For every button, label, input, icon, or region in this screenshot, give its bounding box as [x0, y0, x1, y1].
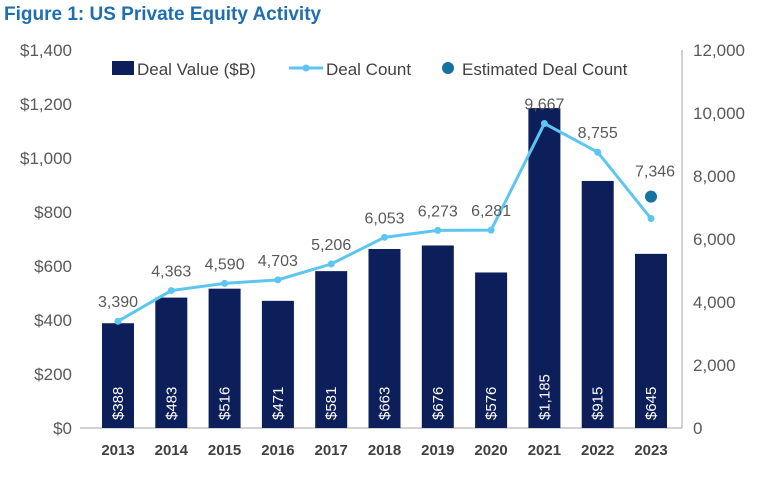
deal-count-point	[274, 276, 282, 284]
bar-deal-value	[421, 245, 454, 428]
right-tick-label: 8,000	[693, 167, 736, 186]
bar-data-label: $581	[323, 387, 340, 420]
right-tick-label: 10,000	[693, 104, 745, 123]
bar-deal-value	[528, 108, 561, 429]
x-tick-label: 2015	[208, 442, 241, 459]
left-tick-label: $1,200	[20, 95, 72, 114]
x-tick-label: 2016	[261, 442, 294, 459]
chart-title: Figure 1: US Private Equity Activity	[4, 4, 322, 25]
bar-deal-value	[155, 297, 188, 428]
deal-count-label: 8,755	[578, 125, 618, 142]
deal-count-point	[114, 317, 122, 325]
bar-deal-value	[475, 272, 508, 428]
right-tick-label: 6,000	[693, 230, 736, 249]
bar-data-label: $663	[377, 387, 394, 420]
right-tick-label: 0	[693, 419, 702, 438]
deal-count-point	[594, 148, 602, 156]
left-tick-label: $1,400	[20, 41, 72, 60]
legend-label-deal-count: Deal Count	[326, 60, 411, 79]
x-tick-label: 2013	[101, 442, 134, 459]
right-tick-label: 2,000	[693, 356, 736, 375]
deal-count-label: 6,273	[418, 203, 458, 220]
bar-data-label: $516	[217, 387, 234, 420]
bar-data-label: $915	[590, 387, 607, 420]
x-tick-label: 2014	[155, 442, 189, 459]
bar-deal-value	[368, 248, 401, 428]
right-tick-label: 12,000	[693, 41, 745, 60]
deal-count-label: 4,363	[151, 264, 191, 281]
bar-deal-value	[581, 180, 614, 428]
bar-data-label: $388	[110, 387, 127, 420]
bar-deal-value	[261, 300, 294, 428]
deal-count-point	[381, 233, 388, 241]
x-tick-label: 2021	[528, 442, 561, 459]
left-tick-label: $1,000	[20, 149, 72, 168]
right-tick-label: 4,000	[693, 293, 736, 312]
bar-data-label: $471	[270, 387, 287, 420]
x-tick-label: 2022	[581, 442, 614, 459]
deal-count-label: 4,703	[258, 253, 298, 270]
bar-deal-value	[315, 271, 348, 428]
bar-deal-value	[208, 288, 241, 428]
bar-deal-value	[102, 323, 134, 428]
legend-swatch-deal-value	[112, 61, 134, 75]
x-tick-label: 2023	[634, 442, 667, 459]
deal-count-label: 5,206	[311, 237, 351, 254]
bar-data-label: $483	[163, 387, 180, 420]
left-tick-label: $200	[34, 365, 72, 384]
deal-count-label: 4,590	[205, 256, 245, 273]
legend-marker-deal-count	[302, 64, 310, 72]
deal-count-point	[434, 226, 442, 234]
deal-count-label: 6,053	[364, 210, 404, 227]
left-tick-label: $600	[34, 257, 72, 276]
legend-label-deal-value: Deal Value ($B)	[137, 60, 256, 79]
deal-count-point	[327, 260, 335, 268]
legend-label-estimated: Estimated Deal Count	[462, 60, 628, 79]
deal-count-point	[167, 287, 175, 295]
bar-deal-value	[635, 253, 667, 428]
left-tick-label: $800	[34, 203, 72, 222]
deal-count-label: 9,667	[524, 96, 564, 113]
estimated-deal-count-label: 7,346	[635, 164, 675, 181]
x-tick-label: 2020	[474, 442, 507, 459]
bar-data-label: $645	[643, 387, 660, 420]
x-tick-label: 2018	[368, 442, 401, 459]
x-tick-label: 2019	[421, 442, 454, 459]
left-tick-label: $0	[53, 419, 72, 438]
estimated-deal-count-point	[645, 190, 657, 203]
left-tick-label: $400	[34, 311, 72, 330]
deal-count-point	[221, 279, 229, 287]
deal-count-point	[647, 215, 655, 223]
bar-data-label: $676	[430, 387, 447, 420]
deal-count-label: 3,390	[98, 294, 138, 311]
bar-data-label: $1,185	[536, 374, 553, 420]
deal-count-label: 6,281	[471, 203, 511, 220]
deal-count-point	[487, 226, 495, 234]
bar-data-label: $576	[483, 387, 500, 420]
x-tick-label: 2017	[315, 442, 348, 459]
deal-count-point	[540, 119, 548, 127]
legend-marker-estimated	[442, 62, 454, 74]
